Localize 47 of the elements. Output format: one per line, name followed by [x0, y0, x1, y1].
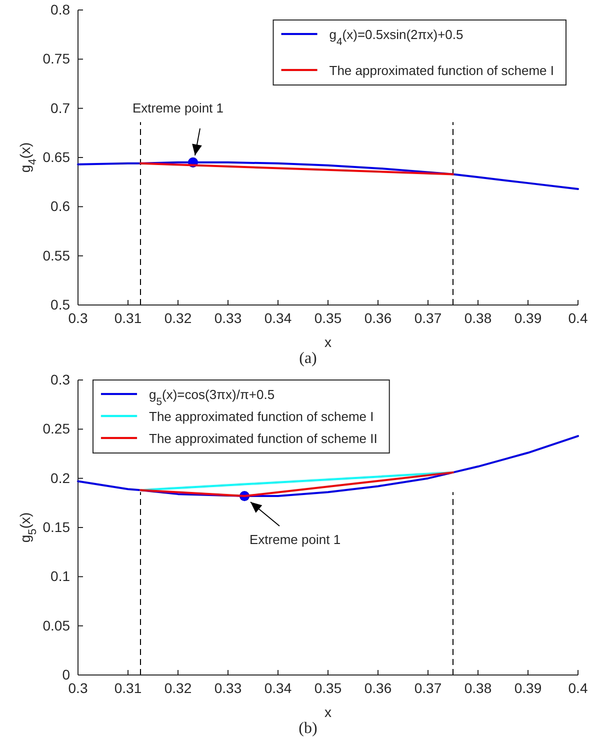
y-tick-label: 0.2 [50, 470, 70, 486]
x-tick-label: 0.35 [314, 680, 342, 696]
y-tick-label: 0.65 [42, 148, 70, 165]
x-tick-label: 0.38 [464, 310, 492, 326]
x-tick-label: 0.34 [264, 310, 292, 326]
x-tick-label: 0.31 [114, 310, 142, 326]
y-tick-label: 0.15 [42, 518, 70, 535]
x-tick-label: 0.3 [68, 680, 88, 696]
annotation: Extreme point 1 [132, 100, 224, 116]
legend-label: g$_{4}$(x)=0.5xsin(2πx)+0.5 [329, 27, 464, 48]
x-tick-label: 0.36 [364, 310, 392, 326]
x-tick-label: 0.38 [464, 680, 492, 696]
x-tick-label: 0.39 [514, 310, 542, 326]
legend-label: The approximated function of scheme II [149, 431, 378, 446]
x-tick-label: 0.37 [414, 310, 442, 326]
legend-label: The approximated function of scheme I [329, 63, 554, 78]
y-tick-label: 0.05 [42, 617, 70, 634]
x-tick-label: 0.4 [568, 680, 588, 696]
x-tick-label: 0.32 [164, 310, 192, 326]
y-tick-label: 0.5 [50, 296, 70, 312]
y-tick-label: 0.8 [50, 1, 70, 18]
y-tick-label: 0.25 [42, 420, 70, 437]
x-axis-title: x [324, 704, 332, 720]
y-tick-label: 0.1 [50, 568, 70, 584]
x-tick-label: 0.32 [164, 680, 192, 696]
y-tick-label: 0.75 [42, 50, 70, 67]
x-tick-label: 0.33 [214, 310, 242, 326]
legend-label: g$_{5}$(x)=cos(3πx)/π+0.5 [149, 387, 275, 408]
x-axis-title: x [324, 334, 332, 350]
x-tick-label: 0.3 [68, 310, 88, 326]
x-tick-label: 0.35 [314, 310, 342, 326]
x-tick-label: 0.33 [214, 680, 242, 696]
x-tick-label: 0.4 [568, 310, 588, 326]
annotation: Extreme point 1 [250, 532, 341, 548]
x-tick-label: 0.39 [514, 680, 542, 696]
legend-label: The approximated function of scheme I [149, 409, 374, 424]
x-tick-label: 0.36 [364, 680, 392, 696]
y-tick-label: 0.7 [50, 100, 70, 116]
text: (a) [299, 350, 317, 367]
y-tick-label: 0.6 [50, 198, 70, 214]
text: (b) [298, 720, 318, 737]
y-tick-label: 0.55 [42, 247, 70, 264]
x-tick-label: 0.37 [414, 680, 442, 696]
y-tick-label: 0.3 [50, 371, 70, 388]
x-tick-label: 0.31 [114, 680, 142, 696]
y-tick-label: 0 [62, 666, 70, 682]
x-tick-label: 0.34 [264, 680, 292, 696]
